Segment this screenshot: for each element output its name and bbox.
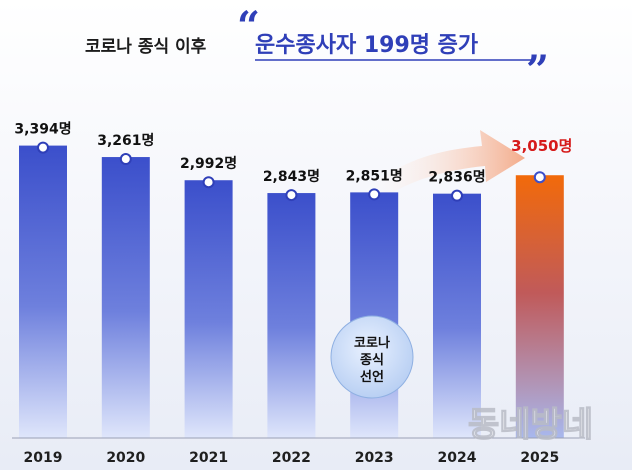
bar-marker-2023 — [368, 188, 381, 201]
trend-arrow — [365, 130, 525, 200]
value-label-group: 3,394명 3,261명 2,992명 2,843명 2,851명 2,836명 3,05… — [14, 121, 572, 186]
x-tick-group: 2019 2020 2021 2022 2023 2024 2025 — [24, 450, 560, 466]
x-tick-2023: 2023 — [355, 450, 394, 466]
value-label-2020: 3,261명 — [97, 132, 154, 149]
x-tick-2025: 2025 — [520, 450, 559, 466]
value-label-2023: 2,851명 — [346, 167, 403, 184]
badge-line-1: 코로나 — [354, 335, 390, 351]
badge-line-3: 선언 — [360, 369, 384, 385]
bar-2023 — [350, 192, 399, 438]
x-tick-2020: 2020 — [106, 450, 145, 466]
bar-2020 — [101, 157, 150, 438]
badge-corona-end: 코로나 종식 선언 — [330, 315, 414, 399]
bar-marker-2019 — [37, 141, 49, 154]
x-tick-2024: 2024 — [438, 450, 477, 466]
title-main: 운수종사자 199명 증가 — [255, 33, 478, 58]
bar-marker-2021 — [202, 176, 215, 189]
value-label-2021: 2,992명 — [180, 155, 237, 172]
watermark-logo: 동네방네 — [468, 405, 593, 445]
value-label-2025: 3,050명 — [511, 137, 572, 155]
quote-open: “ — [237, 3, 260, 50]
bar-2021 — [184, 180, 233, 438]
x-tick-2019: 2019 — [24, 450, 63, 466]
bar-2024 — [433, 193, 481, 438]
bar-group — [19, 141, 564, 438]
value-label-2024: 2,836명 — [428, 169, 485, 186]
bar-marker-2022 — [285, 189, 298, 202]
bar-2022 — [267, 193, 316, 438]
bar-marker-2025 — [533, 171, 546, 184]
title-prefix: 코로나 종식 이후 — [85, 36, 207, 57]
value-label-2019: 3,394명 — [14, 121, 71, 138]
value-label-2022: 2,843명 — [263, 168, 320, 185]
x-tick-2022: 2022 — [272, 450, 311, 466]
bar-2025 — [515, 175, 564, 438]
bar-2019 — [19, 145, 67, 438]
bar-marker-2024 — [451, 189, 463, 202]
x-tick-2021: 2021 — [189, 450, 228, 466]
badge-line-2: 종식 — [360, 352, 384, 368]
quote-close: ” — [526, 47, 549, 94]
bar-marker-2020 — [119, 153, 132, 166]
